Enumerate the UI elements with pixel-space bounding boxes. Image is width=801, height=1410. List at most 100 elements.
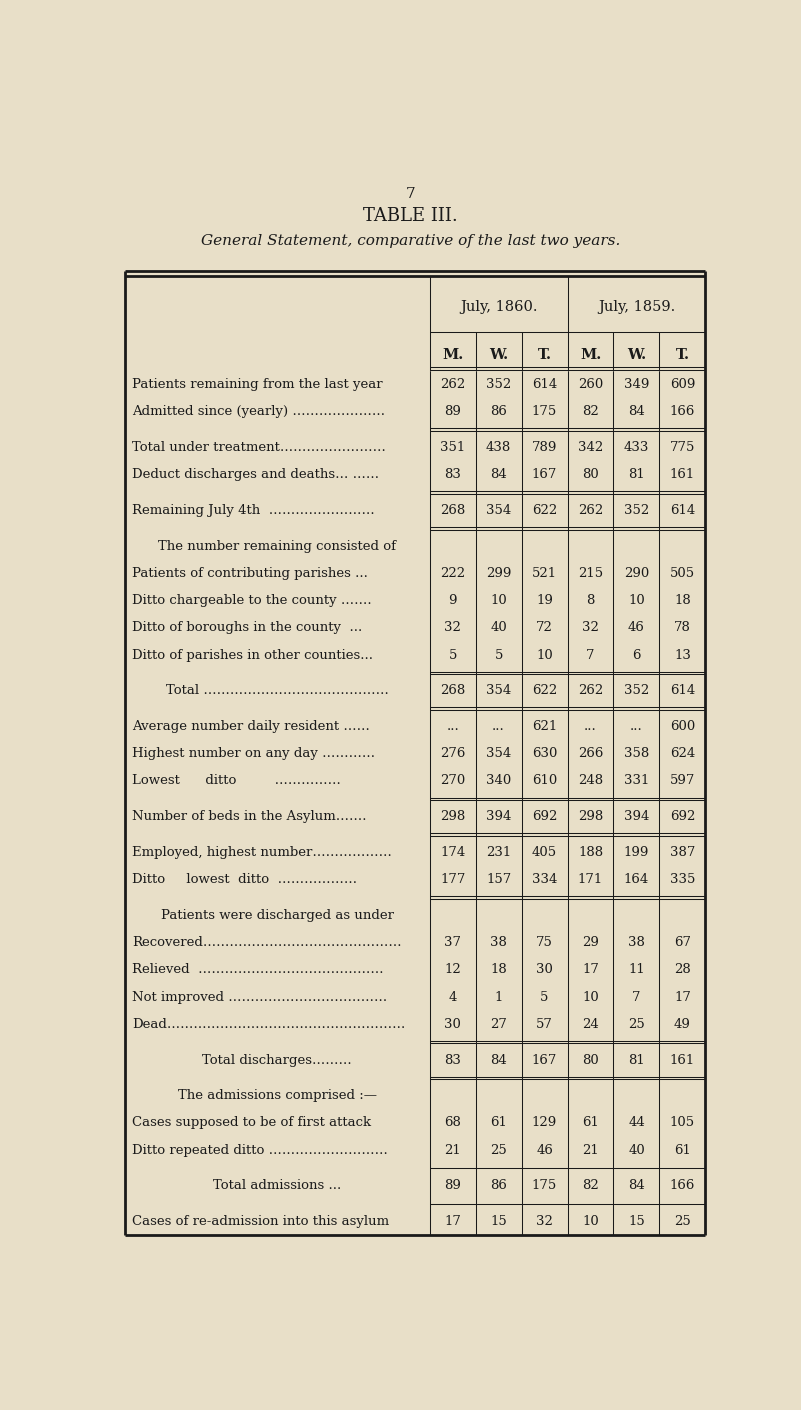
Text: 17: 17 <box>674 991 690 1004</box>
Text: 188: 188 <box>578 846 603 859</box>
Text: 622: 622 <box>532 505 557 517</box>
Text: 789: 789 <box>532 441 557 454</box>
Text: 84: 84 <box>628 405 645 419</box>
Text: Recovered………………………………………: Recovered……………………………………… <box>132 936 402 949</box>
Text: TABLE III.: TABLE III. <box>363 207 458 224</box>
Text: 82: 82 <box>582 1179 599 1193</box>
Text: 614: 614 <box>670 505 695 517</box>
Text: 394: 394 <box>486 811 511 823</box>
Text: 57: 57 <box>536 1018 553 1031</box>
Text: 166: 166 <box>670 405 695 419</box>
Text: 82: 82 <box>582 405 599 419</box>
Text: 622: 622 <box>532 684 557 698</box>
Text: 18: 18 <box>674 594 690 608</box>
Text: M.: M. <box>580 348 601 362</box>
Text: Relieved  ……………………………………: Relieved …………………………………… <box>132 963 384 976</box>
Text: 129: 129 <box>532 1117 557 1129</box>
Text: 83: 83 <box>445 1053 461 1066</box>
Text: July, 1859.: July, 1859. <box>598 300 675 314</box>
Text: 268: 268 <box>440 684 465 698</box>
Text: 1: 1 <box>494 991 503 1004</box>
Text: 81: 81 <box>628 468 645 481</box>
Text: 84: 84 <box>628 1179 645 1193</box>
Text: 175: 175 <box>532 405 557 419</box>
Text: Employed, highest number………………: Employed, highest number……………… <box>132 846 392 859</box>
Text: 438: 438 <box>486 441 511 454</box>
Text: Patients were discharged as under: Patients were discharged as under <box>161 909 394 922</box>
Text: 21: 21 <box>445 1144 461 1156</box>
Text: Ditto chargeable to the county …….: Ditto chargeable to the county ……. <box>132 594 372 608</box>
Text: 331: 331 <box>624 774 649 788</box>
Text: 266: 266 <box>578 747 603 760</box>
Text: 161: 161 <box>670 468 695 481</box>
Text: 521: 521 <box>532 567 557 580</box>
Text: 276: 276 <box>440 747 465 760</box>
Text: 61: 61 <box>490 1117 507 1129</box>
Text: 268: 268 <box>440 505 465 517</box>
Text: 775: 775 <box>670 441 695 454</box>
Text: Total admissions ...: Total admissions ... <box>213 1179 341 1193</box>
Text: 17: 17 <box>445 1215 461 1228</box>
Text: Lowest      ditto         ……………: Lowest ditto …………… <box>132 774 341 788</box>
Text: 157: 157 <box>486 873 511 887</box>
Text: 46: 46 <box>628 622 645 635</box>
Text: 12: 12 <box>445 963 461 976</box>
Text: 351: 351 <box>440 441 465 454</box>
Text: 505: 505 <box>670 567 695 580</box>
Text: 199: 199 <box>624 846 649 859</box>
Text: 18: 18 <box>490 963 507 976</box>
Text: Ditto of boroughs in the county  ...: Ditto of boroughs in the county ... <box>132 622 363 635</box>
Text: 19: 19 <box>536 594 553 608</box>
Text: 72: 72 <box>536 622 553 635</box>
Text: Patients of contributing parishes ...: Patients of contributing parishes ... <box>132 567 368 580</box>
Text: 171: 171 <box>578 873 603 887</box>
Text: 32: 32 <box>445 622 461 635</box>
Text: 4: 4 <box>449 991 457 1004</box>
Text: 231: 231 <box>486 846 511 859</box>
Text: 222: 222 <box>440 567 465 580</box>
Text: Total under treatment……………………: Total under treatment…………………… <box>132 441 386 454</box>
Text: 25: 25 <box>490 1144 507 1156</box>
Text: 692: 692 <box>670 811 695 823</box>
Text: 5: 5 <box>494 649 503 661</box>
Text: 11: 11 <box>628 963 645 976</box>
Text: 433: 433 <box>624 441 649 454</box>
Text: Patients remaining from the last year: Patients remaining from the last year <box>132 378 383 391</box>
Text: 84: 84 <box>490 1053 507 1066</box>
Text: 7: 7 <box>586 649 595 661</box>
Text: ...: ... <box>630 721 643 733</box>
Text: 6: 6 <box>632 649 641 661</box>
Text: Highest number on any day …………: Highest number on any day ………… <box>132 747 376 760</box>
Text: 86: 86 <box>490 405 507 419</box>
Text: 166: 166 <box>670 1179 695 1193</box>
Text: 298: 298 <box>440 811 465 823</box>
Text: 67: 67 <box>674 936 691 949</box>
Text: 32: 32 <box>582 622 599 635</box>
Text: 609: 609 <box>670 378 695 391</box>
Text: 167: 167 <box>532 1053 557 1066</box>
Text: 38: 38 <box>490 936 507 949</box>
Text: Average number daily resident ……: Average number daily resident …… <box>132 721 370 733</box>
Text: 630: 630 <box>532 747 557 760</box>
Text: 262: 262 <box>578 505 603 517</box>
Text: 40: 40 <box>628 1144 645 1156</box>
Text: 17: 17 <box>582 963 599 976</box>
Text: T.: T. <box>537 348 552 362</box>
Text: 299: 299 <box>486 567 511 580</box>
Text: 621: 621 <box>532 721 557 733</box>
Text: 610: 610 <box>532 774 557 788</box>
Text: 44: 44 <box>628 1117 645 1129</box>
Text: 161: 161 <box>670 1053 695 1066</box>
Text: 30: 30 <box>445 1018 461 1031</box>
Text: 262: 262 <box>578 684 603 698</box>
Text: 84: 84 <box>490 468 507 481</box>
Text: 340: 340 <box>486 774 511 788</box>
Text: 354: 354 <box>486 684 511 698</box>
Text: 10: 10 <box>582 1215 599 1228</box>
Text: 78: 78 <box>674 622 690 635</box>
Text: 80: 80 <box>582 468 599 481</box>
Text: 13: 13 <box>674 649 690 661</box>
Text: 25: 25 <box>628 1018 645 1031</box>
Text: 28: 28 <box>674 963 690 976</box>
Text: W.: W. <box>627 348 646 362</box>
